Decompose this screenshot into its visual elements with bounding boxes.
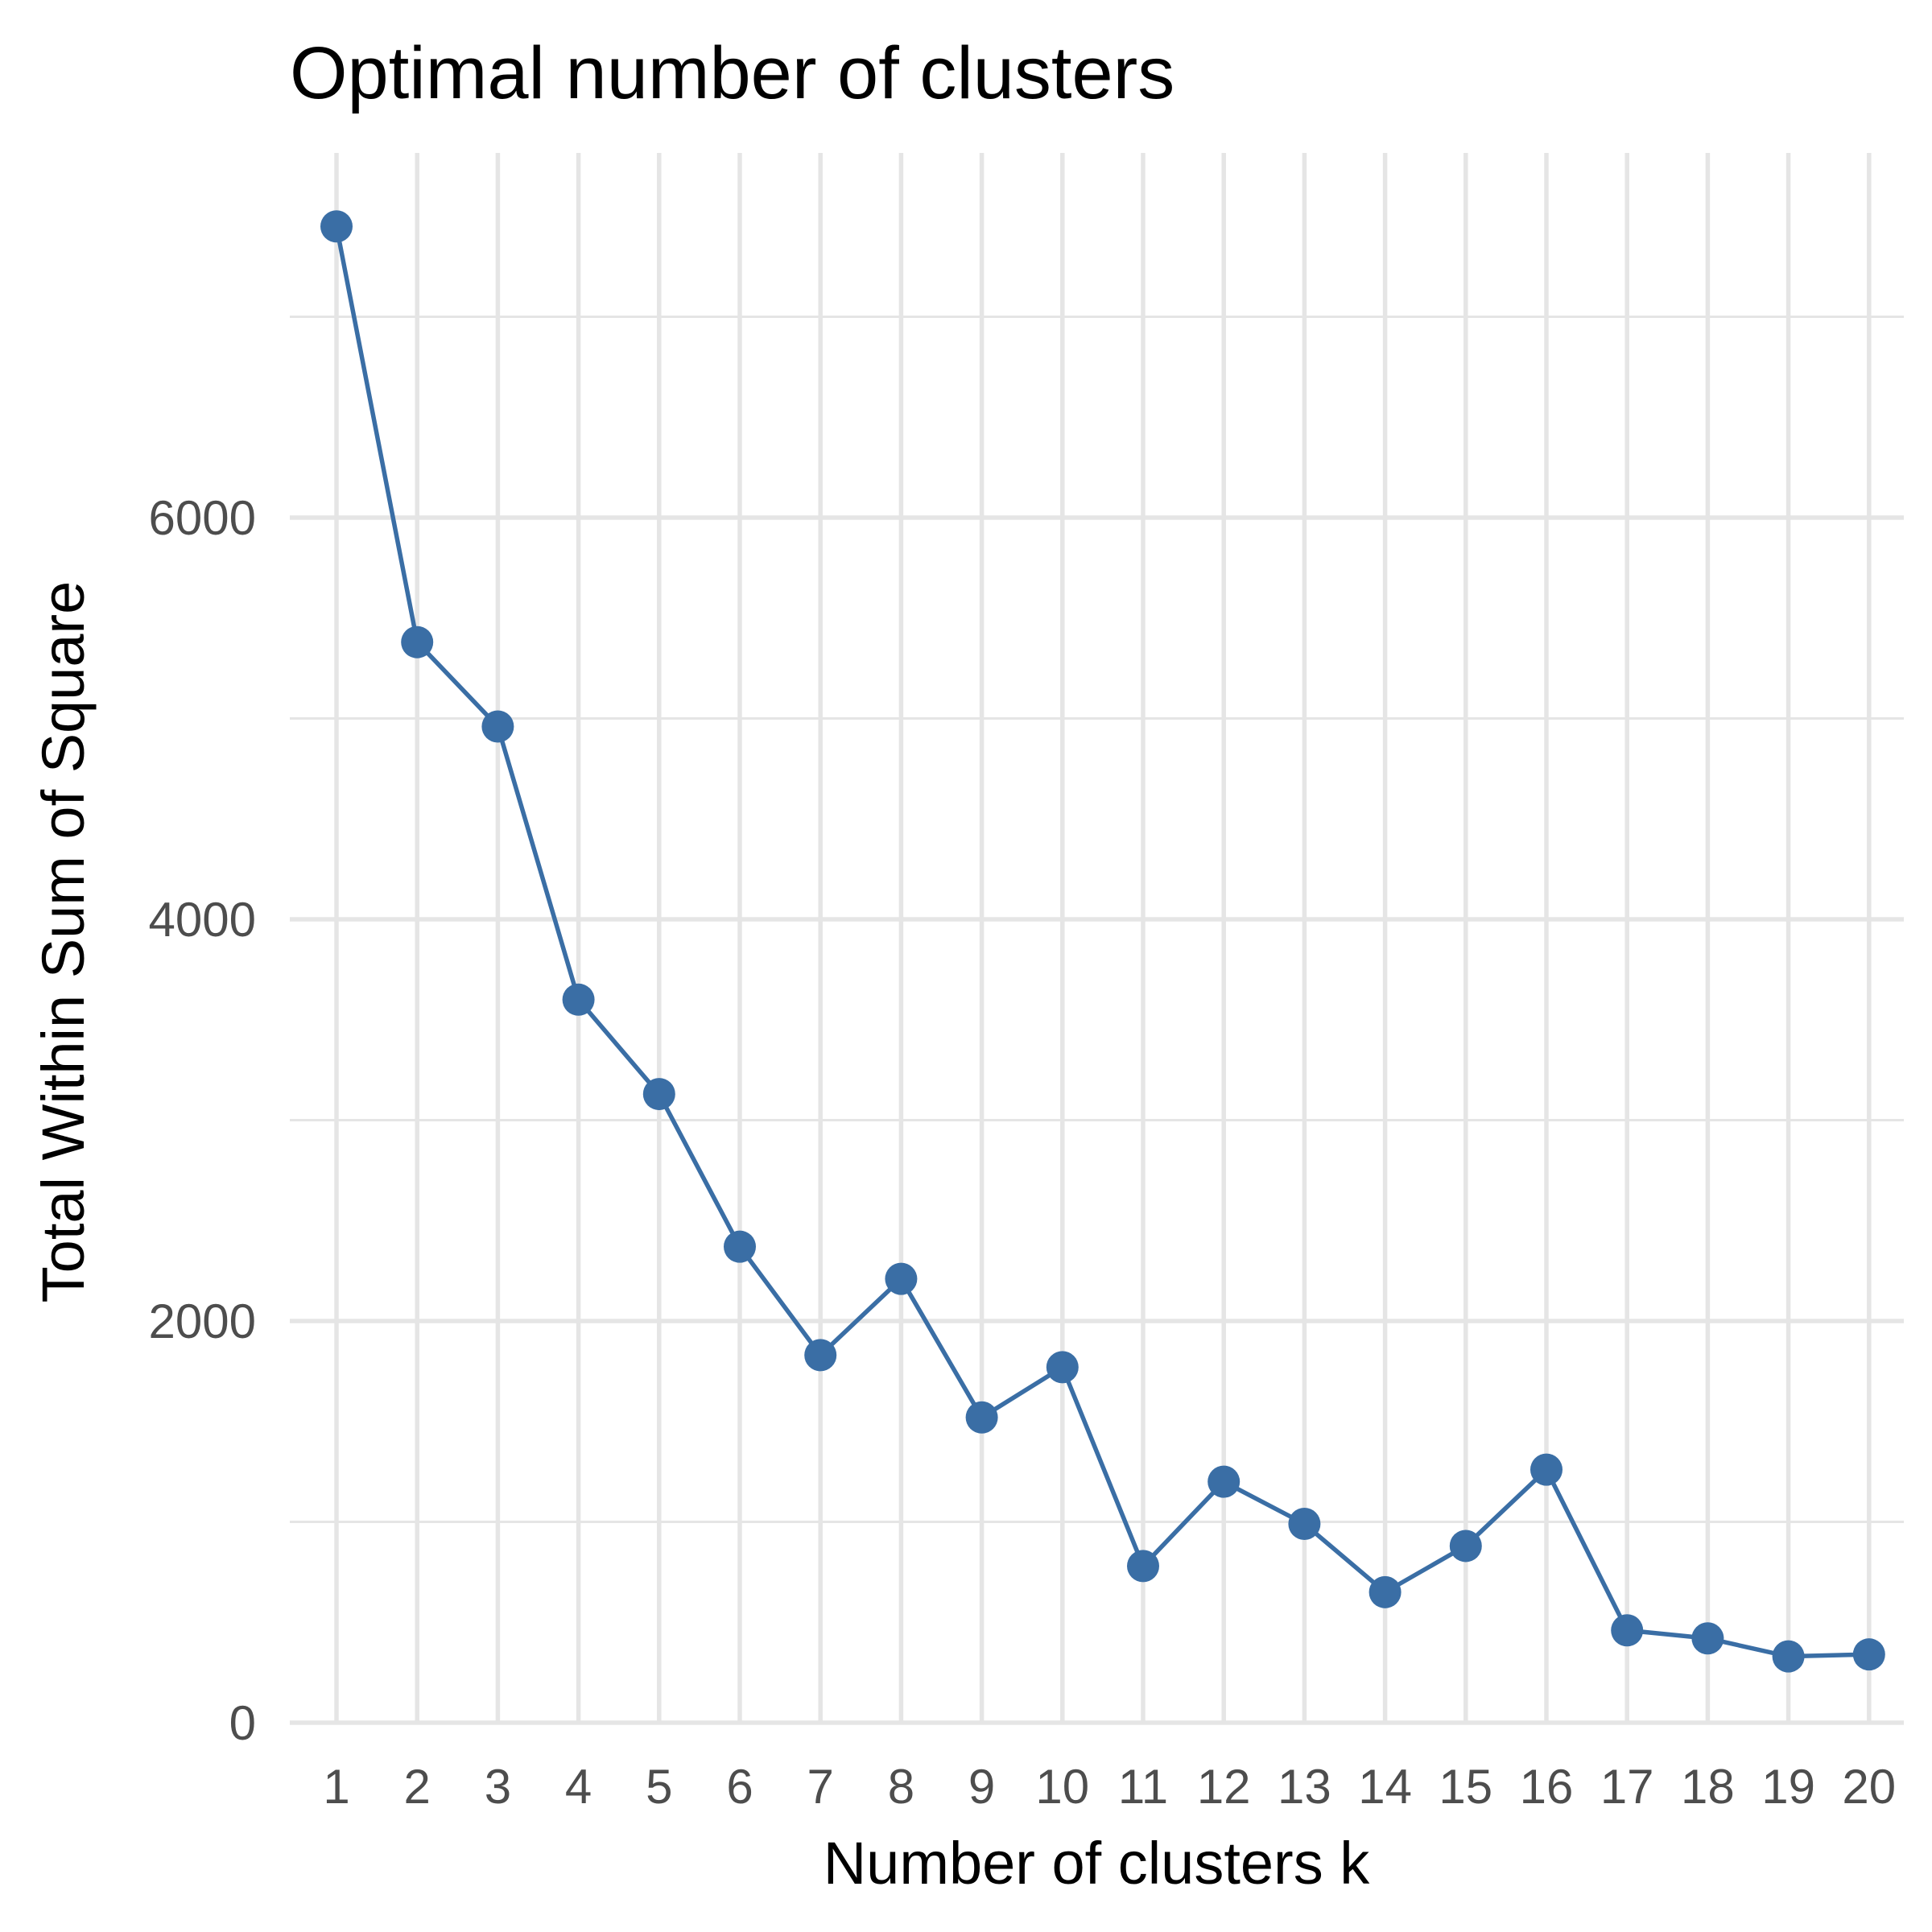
grid (290, 153, 1904, 1725)
x-tick-label: 1 (323, 1760, 349, 1814)
data-point (401, 625, 434, 658)
data-point (320, 210, 353, 243)
x-tick-label: 20 (1842, 1760, 1896, 1814)
x-tick-label: 3 (485, 1760, 511, 1814)
data-point (724, 1230, 756, 1263)
x-tick-label: 7 (807, 1760, 834, 1814)
y-tick-label: 2000 (149, 1294, 256, 1348)
data-point (1852, 1638, 1885, 1671)
data-point (1288, 1507, 1321, 1540)
data-point (642, 1078, 675, 1111)
x-tick-label: 15 (1439, 1760, 1492, 1814)
data-point (562, 983, 595, 1016)
series-line (334, 225, 1869, 1659)
data-point (965, 1401, 998, 1434)
y-tick-label: 4000 (149, 893, 256, 947)
data-point (1368, 1575, 1402, 1608)
x-tick-label: 14 (1358, 1760, 1412, 1814)
data-point (1611, 1614, 1644, 1647)
data-point (1691, 1622, 1724, 1655)
x-tick-label: 19 (1761, 1760, 1815, 1814)
x-tick-label: 18 (1681, 1760, 1735, 1814)
x-tick-label: 5 (646, 1760, 672, 1814)
x-tick-label: 12 (1197, 1760, 1251, 1814)
x-tick-label: 17 (1600, 1760, 1654, 1814)
x-tick-label: 8 (888, 1760, 914, 1814)
y-axis-title: Total Within Sum of Square (30, 581, 97, 1303)
x-tick-label: 16 (1520, 1760, 1574, 1814)
data-point (804, 1339, 837, 1372)
data-point (1046, 1351, 1079, 1384)
x-tick-label: 2 (404, 1760, 431, 1814)
data-point (1127, 1550, 1159, 1583)
data-point (1530, 1453, 1563, 1486)
chart-title: Optimal number of clusters (290, 32, 1174, 114)
data-point (1208, 1465, 1241, 1498)
x-tick-label: 6 (726, 1760, 753, 1814)
y-axis-ticks: 0 2000 4000 6000 (149, 491, 256, 1750)
series-layer (320, 210, 1885, 1673)
x-tick-label: 11 (1118, 1760, 1168, 1814)
data-point (885, 1262, 918, 1295)
x-tick-label: 4 (565, 1760, 592, 1814)
data-point (481, 710, 514, 743)
x-tick-label: 13 (1278, 1760, 1331, 1814)
x-axis-ticks: 1 2 3 4 5 6 7 8 9 10 11 12 13 14 15 16 17 18 19 20 (323, 1760, 1896, 1814)
data-point (1772, 1640, 1805, 1673)
x-tick-label: 9 (968, 1760, 995, 1814)
y-tick-label: 0 (229, 1696, 256, 1750)
data-point (1449, 1530, 1482, 1563)
y-tick-label: 6000 (149, 491, 256, 545)
x-tick-label: 10 (1035, 1760, 1089, 1814)
x-axis-title: Number of clusters k (824, 1830, 1371, 1897)
